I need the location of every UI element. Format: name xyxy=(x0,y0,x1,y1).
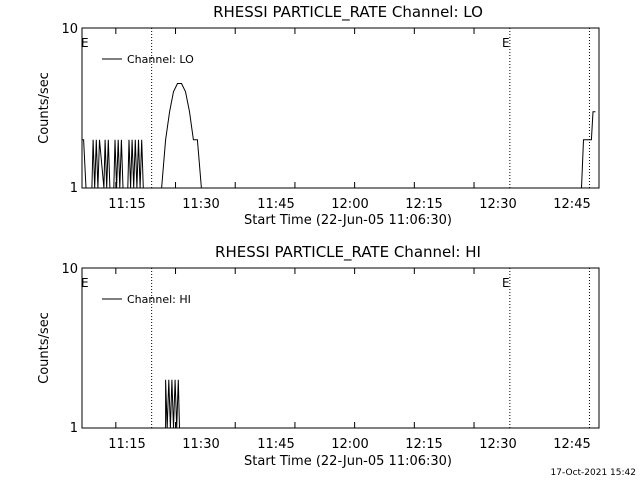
x-tick-label-hi: 12:00 xyxy=(331,437,368,452)
x-tick-label-hi: 11:45 xyxy=(257,437,294,452)
legend-label-lo: Channel: LO xyxy=(127,53,194,66)
event-markers-hi: E E xyxy=(81,276,510,290)
legend-lo: Channel: LO xyxy=(102,53,194,66)
x-tick-label-hi: 11:15 xyxy=(108,437,145,452)
y-tick-label-10-hi: 10 xyxy=(61,262,78,277)
x-tick-label-hi: 11:30 xyxy=(182,437,219,452)
x-axis-label-hi: Start Time (22-Jun-05 11:06:30) xyxy=(244,454,452,469)
y-tick-label-1-hi: 1 xyxy=(70,421,78,436)
x-axis-hi: 11:15 11:30 11:45 12:00 12:15 12:30 12:4… xyxy=(108,437,590,469)
event-markers-lo: E E xyxy=(81,36,510,50)
y-tick-label-1-lo: 1 xyxy=(70,181,78,196)
y-tick-label-10-lo: 10 xyxy=(61,22,78,37)
plot-frame-lo xyxy=(81,27,600,189)
footer-timestamp: 17-Oct-2021 15:42 xyxy=(551,468,636,478)
e-marker-hi: E xyxy=(502,276,510,290)
legend-hi: Channel: HI xyxy=(102,293,191,306)
e-marker-lo: E xyxy=(502,36,510,50)
y-axis-hi: Counts/sec 10 1 xyxy=(37,262,78,436)
y-axis-label-hi: Counts/sec xyxy=(37,312,52,384)
legend-label-hi: Channel: HI xyxy=(127,293,191,306)
series-line-lo xyxy=(82,83,596,189)
plot-hi: RHESSI PARTICLE_RATE Channel: HI Counts/… xyxy=(37,243,600,469)
x-tick-label-lo: 11:30 xyxy=(182,197,219,212)
x-tick-label-lo: 11:45 xyxy=(257,197,294,212)
plot-frame-hi xyxy=(81,267,600,429)
e-marker-hi: E xyxy=(81,276,89,290)
x-axis-label-lo: Start Time (22-Jun-05 11:06:30) xyxy=(244,213,452,228)
chart-title-lo: RHESSI PARTICLE_RATE Channel: LO xyxy=(213,3,483,22)
x-tick-label-hi: 12:45 xyxy=(553,437,590,452)
series-line-hi xyxy=(82,379,596,429)
x-axis-lo: 11:15 11:30 11:45 12:00 12:15 12:30 12:4… xyxy=(108,197,590,228)
x-tick-label-lo: 12:45 xyxy=(553,197,590,212)
x-tick-label-lo: 12:00 xyxy=(331,197,368,212)
x-tick-label-lo: 12:30 xyxy=(479,197,516,212)
chart-title-hi: RHESSI PARTICLE_RATE Channel: HI xyxy=(215,243,481,262)
x-tick-label-lo: 12:15 xyxy=(405,197,442,212)
y-axis-label-lo: Counts/sec xyxy=(37,72,52,144)
plot-lo: RHESSI PARTICLE_RATE Channel: LO Counts/… xyxy=(37,3,600,228)
x-tick-label-hi: 12:15 xyxy=(405,437,442,452)
y-axis-lo: Counts/sec 10 1 xyxy=(37,22,78,196)
e-marker-lo: E xyxy=(81,36,89,50)
x-tick-label-hi: 12:30 xyxy=(479,437,516,452)
x-tick-label-lo: 11:15 xyxy=(108,197,145,212)
